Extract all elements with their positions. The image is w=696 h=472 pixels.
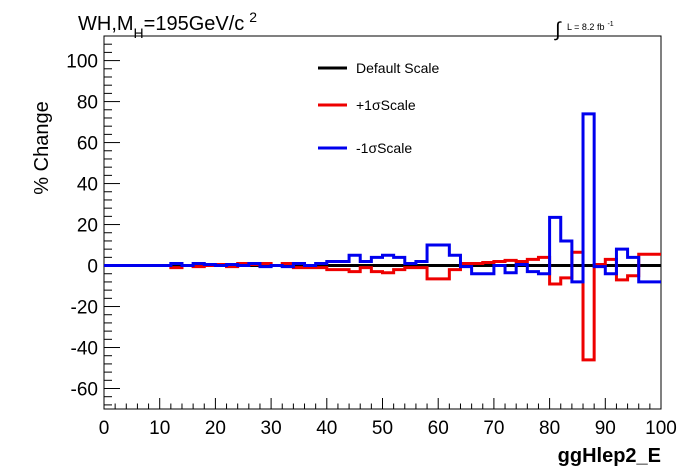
y-tick-label: 0 [87,257,98,278]
series-layer [104,112,661,362]
y-tick-label: 40 [77,175,98,196]
y-axis: -60 -40 -20 0 20 40 60 80 100 [66,35,120,406]
x-axis: 0 10 20 30 40 50 60 70 80 90 100 [99,398,677,439]
x-tick-label: 50 [372,418,393,439]
y-tick-label: 60 [77,134,98,155]
y-tick-label: 80 [77,93,98,114]
y-axis-title: % Change [31,101,53,194]
legend-label-0: Default Scale [356,60,439,76]
y-tick-label: 20 [77,216,98,237]
x-axis-title: ggHlep2_E [558,445,661,467]
title-rest: =195GeV/c [144,13,245,35]
y-tick-label: -20 [71,298,98,319]
integral-sign: ∫ [554,19,562,41]
legend: Default Scale +1σScale -1σScale [318,60,439,156]
series-line-2 [104,112,661,284]
x-tick-label: 90 [595,418,616,439]
x-tick-label: 0 [99,418,110,439]
x-tick-label: 70 [483,418,504,439]
x-tick-label: 20 [205,418,226,439]
y-tick-label: -40 [71,339,98,360]
x-tick-label: 10 [149,418,170,439]
legend-label-2: -1σScale [356,140,412,156]
title-main: WH,M [78,13,134,35]
lumi-label: L = 8.2 fb -1 [567,21,614,32]
x-tick-label: 60 [428,418,449,439]
x-tick-label: 40 [316,418,337,439]
title-subscript: H [134,25,144,41]
y-tick-label: 100 [66,52,98,73]
legend-label-1: +1σScale [356,97,416,113]
x-tick-label: 80 [539,418,560,439]
title-superscript: 2 [249,9,257,25]
lumi-value: L = 8.2 fb [567,22,604,32]
y-tick-label: -60 [71,380,98,401]
series-line-1 [104,250,661,362]
x-tick-label: 100 [645,418,677,439]
plot-frame [103,35,662,410]
x-tick-label: 30 [261,418,282,439]
chart-title: WH,MH=195GeV/c 2 [78,9,257,41]
lumi-superscript: -1 [607,21,613,28]
